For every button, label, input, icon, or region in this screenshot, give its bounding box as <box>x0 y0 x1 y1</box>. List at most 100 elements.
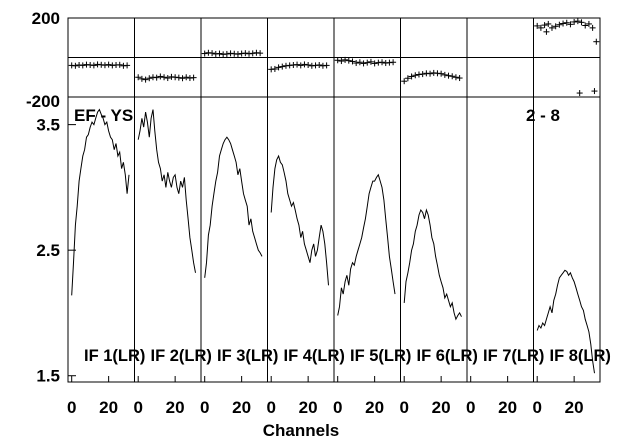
phase-point <box>449 73 456 80</box>
phase-point <box>543 28 550 35</box>
x-tick-label: 20 <box>299 398 318 417</box>
phase-point <box>183 74 190 81</box>
phase-point <box>138 75 145 82</box>
phase-point <box>334 57 341 64</box>
x-tick-label: 0 <box>333 398 342 417</box>
phase-point <box>593 38 600 45</box>
phase-point <box>567 21 574 28</box>
x-tick-label: 20 <box>99 398 118 417</box>
x-tick-label: 20 <box>365 398 384 417</box>
phase-point <box>257 50 264 57</box>
phase-point <box>164 75 171 82</box>
phase-point <box>537 24 544 31</box>
x-tick-label: 0 <box>67 398 76 417</box>
phase-point <box>234 51 241 58</box>
amplitude-series <box>71 108 130 296</box>
phase-point <box>360 60 367 67</box>
amplitude-series <box>536 269 595 374</box>
x-tick-label: 0 <box>466 398 475 417</box>
phase-point <box>545 20 552 27</box>
phase-point <box>390 59 397 66</box>
phase-point <box>190 74 197 81</box>
panel-labels: IF 1(LR) IF 2(LR) IF 3(LR) IF 4(LR) IF 5(LR)… <box>84 347 611 365</box>
amplitude-series <box>270 154 329 286</box>
phase-point <box>135 74 142 81</box>
phase-point <box>294 61 301 68</box>
phase-point <box>101 62 108 69</box>
page-label: 2 - 8 <box>526 106 560 125</box>
phase-point <box>157 73 164 80</box>
phase-point <box>179 75 186 82</box>
panel-label: IF 6(LR) <box>417 347 478 365</box>
phase-point <box>441 71 448 78</box>
panel-label: IF 5(LR) <box>350 347 411 365</box>
baseline-label: EF - YS <box>74 106 133 125</box>
panel-label: IF 8(LR) <box>550 347 611 365</box>
x-tick-label: 20 <box>232 398 251 417</box>
x-tick-label: 0 <box>133 398 142 417</box>
phase-point <box>338 58 345 65</box>
phase-point <box>445 72 452 79</box>
phase-point <box>279 63 286 70</box>
phase-point <box>153 74 160 81</box>
phase-reference-lines <box>68 57 600 382</box>
phase-point <box>589 24 596 31</box>
phase-tick-label: 200 <box>32 9 60 28</box>
phase-point <box>356 59 363 66</box>
phase-point <box>242 50 249 57</box>
phase-point <box>301 61 308 68</box>
phase-tick-label: -200 <box>26 92 60 111</box>
phase-point <box>560 20 567 27</box>
x-tick-label: 20 <box>565 398 584 417</box>
phase-point <box>249 50 256 57</box>
phase-point <box>534 22 541 29</box>
phase-point <box>556 21 563 28</box>
phase-point <box>146 75 153 82</box>
panel-label: IF 4(LR) <box>284 347 345 365</box>
x-tick-label: 0 <box>266 398 275 417</box>
phase-point <box>345 57 352 64</box>
phase-point <box>90 62 97 69</box>
phase-point <box>323 62 330 69</box>
amp-tick-label: 2.5 <box>36 241 60 260</box>
phase-point <box>401 78 408 85</box>
phase-point <box>364 59 371 66</box>
phase-point <box>585 20 592 27</box>
phase-point <box>216 50 223 57</box>
x-tick-label: 0 <box>532 398 541 417</box>
phase-point <box>563 19 570 26</box>
phase-point <box>438 70 445 77</box>
phase-point <box>541 22 548 29</box>
phase-point <box>342 56 349 63</box>
panel-frames <box>67 17 601 383</box>
panel-label: IF 3(LR) <box>217 347 278 365</box>
phase-point <box>116 61 123 68</box>
phase-point <box>297 62 304 69</box>
phase-point <box>201 50 208 57</box>
panel-label: IF 1(LR) <box>84 347 145 365</box>
x-tick-label: 20 <box>432 398 451 417</box>
phase-point <box>223 50 230 57</box>
phase-point <box>574 18 581 25</box>
phase-point <box>271 65 278 72</box>
amp-tick-label: 1.5 <box>36 367 60 386</box>
phase-point <box>591 88 598 95</box>
phase-point <box>582 22 589 29</box>
phase-point <box>408 73 415 80</box>
x-tick-label: 20 <box>166 398 185 417</box>
phase-point <box>578 19 585 26</box>
phase-point <box>419 71 426 78</box>
amplitude-lines <box>71 108 595 374</box>
phase-point <box>379 59 386 66</box>
phase-point <box>371 60 378 67</box>
phase-point <box>175 74 182 81</box>
amplitude-series <box>403 208 462 321</box>
amp-tick-label: 3.5 <box>36 116 60 135</box>
x-tick-label: 0 <box>200 398 209 417</box>
panel-label: IF 7(LR) <box>483 347 544 365</box>
phase-point <box>571 18 578 25</box>
phase-point <box>124 62 131 69</box>
phase-point <box>316 62 323 69</box>
